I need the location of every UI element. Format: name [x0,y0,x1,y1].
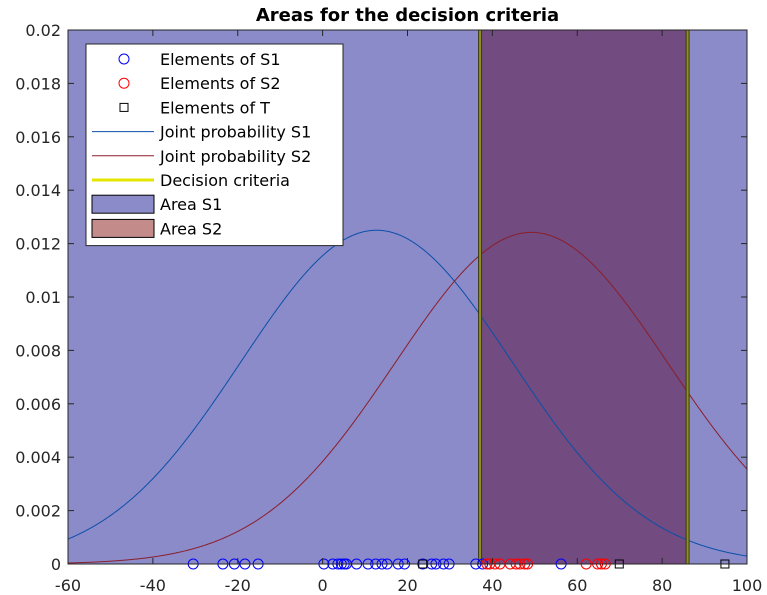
plot-layer [67,30,748,570]
legend-label: Decision criteria [160,171,290,190]
legend-label: Area S2 [160,219,222,238]
x-tick-label: -60 [55,576,81,595]
x-tick-label: 40 [482,576,502,595]
y-tick-label: 0.004 [15,448,61,467]
x-tick-label: 60 [567,576,587,595]
x-tick-label: 20 [397,576,417,595]
y-tick-label: 0.016 [15,128,61,147]
y-tick-label: 0.006 [15,395,61,414]
decision-criteria-lines [478,30,690,564]
y-tick-label: 0.02 [25,21,61,40]
legend-label: Elements of S2 [160,74,281,93]
y-tick-label: 0.018 [15,74,61,93]
y-tick-label: 0.002 [15,502,61,521]
y-tick-label: 0.014 [15,181,61,200]
y-axis-ticks: 0 0.002 0.004 0.006 0.008 0.01 0.012 0.014 0.016… [15,21,747,574]
legend-marker-elements-of-s1 [118,53,130,65]
x-tick-label: -20 [225,576,251,595]
joint-probability-s2-line [67,231,748,564]
legend-label: Joint probability S2 [159,147,311,166]
y-tick-label: 0.008 [15,341,61,360]
y-tick-label: 0.012 [15,235,61,254]
legend-label: Elements of S1 [160,50,281,69]
legend-marker-elements-of-t [119,102,129,112]
x-axis-ticks: -60 -40 -20 0 20 40 60 80 100 [55,30,762,595]
chart-title: Areas for the decision criteria [256,5,559,26]
legend: Elements of S1 Elements of S2 Elements of … [85,43,344,247]
y-tick-label: 0 [51,555,61,574]
x-tick-label: -40 [140,576,166,595]
joint-probability-s1-line [67,229,748,557]
x-tick-label: 0 [318,576,328,595]
legend-marker-area-s2 [91,218,155,238]
legend-marker-elements-of-s2 [118,77,130,89]
probability-curves [67,229,748,564]
legend-label: Elements of T [160,98,270,117]
legend-label: Area S1 [160,195,222,214]
x-tick-label: 80 [652,576,672,595]
x-tick-label: 100 [732,576,763,595]
y-tick-label: 0.01 [25,288,61,307]
legend-label: Joint probability S1 [159,123,311,142]
legend-marker-area-s1 [91,194,155,214]
area-s2-patch [480,30,688,564]
